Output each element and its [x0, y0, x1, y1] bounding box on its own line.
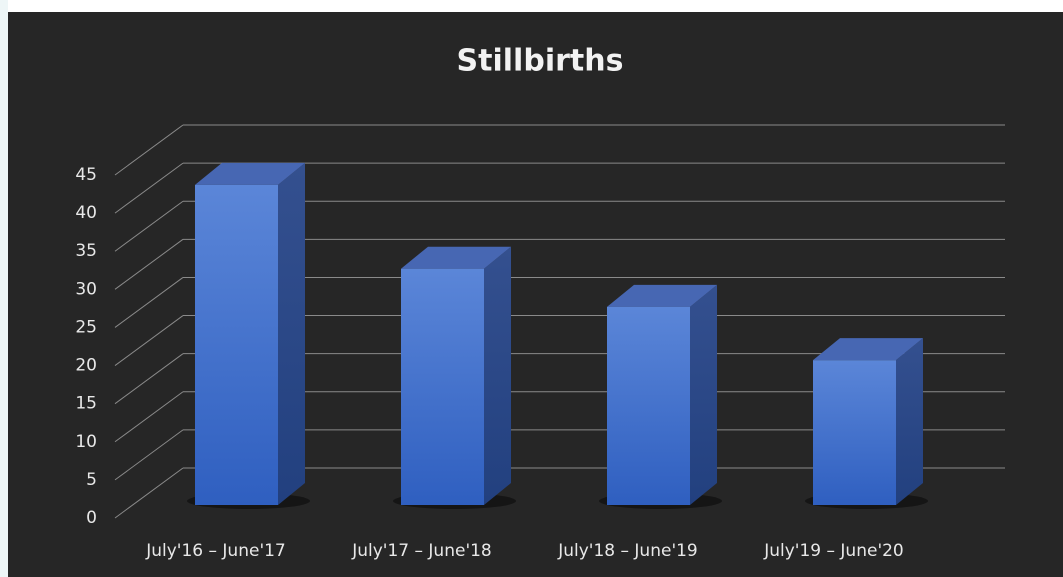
- y-tick-label: 30: [75, 279, 97, 299]
- bar-top: [813, 338, 923, 361]
- grid-line-side: [114, 238, 184, 290]
- y-tick-label: 40: [75, 203, 97, 223]
- grid-line-side: [114, 429, 184, 481]
- y-tick-label: 5: [86, 470, 97, 490]
- bar-side: [278, 162, 305, 505]
- bar: [607, 306, 690, 505]
- grid-line-side: [114, 391, 184, 443]
- x-tick-label: July'17 – June'18: [351, 541, 492, 561]
- y-tick-label: 10: [75, 432, 97, 452]
- bar-top: [195, 162, 305, 185]
- grid-line-side: [114, 353, 184, 405]
- x-tick-label: July'19 – June'20: [763, 541, 904, 561]
- bar-side: [484, 246, 511, 505]
- bar: [195, 184, 278, 505]
- x-tick-label: July'16 – June'17: [145, 541, 286, 561]
- left-strip: [0, 0, 8, 577]
- bar: [401, 268, 484, 505]
- grid-line-side: [114, 277, 184, 328]
- grid-line-side: [114, 162, 184, 214]
- y-tick-label: 45: [75, 165, 97, 185]
- grid-line-side: [114, 315, 184, 366]
- grid-line-side: [114, 124, 184, 176]
- y-tick-label: 0: [86, 508, 97, 528]
- bar-side: [690, 284, 717, 505]
- y-tick-label: 25: [75, 317, 97, 337]
- grid-line-side: [114, 467, 184, 519]
- bar-top: [607, 284, 717, 307]
- y-tick-label: 15: [75, 394, 97, 414]
- y-tick-label: 35: [75, 241, 97, 261]
- x-tick-label: July'18 – June'19: [557, 541, 698, 561]
- bar-top: [401, 246, 511, 269]
- bar: [813, 360, 896, 505]
- chart-title: Stillbirths: [457, 44, 624, 79]
- y-tick-label: 20: [75, 356, 97, 376]
- grid-line-side: [114, 200, 184, 252]
- bar-side: [896, 338, 923, 505]
